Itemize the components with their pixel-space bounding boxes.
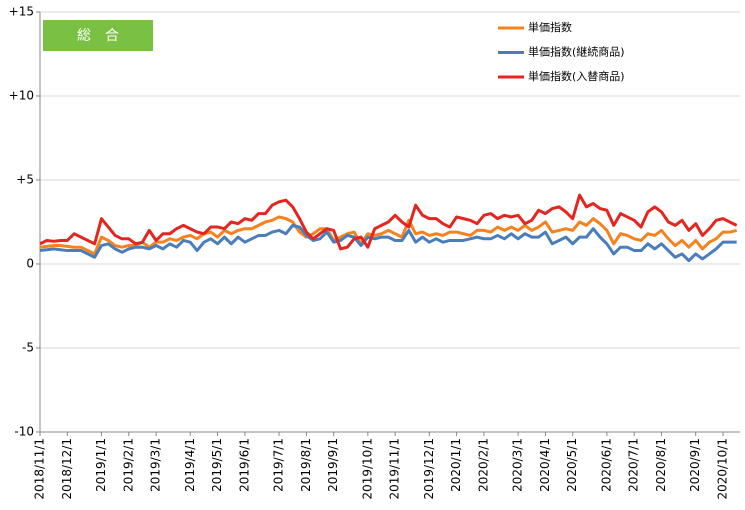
x-tick-label: 2020/4/1 <box>538 438 552 492</box>
series-line <box>39 215 738 256</box>
series-line <box>39 223 737 263</box>
x-tick-label: 2020/6/1 <box>599 438 613 492</box>
legend-label: 単価指数 <box>528 20 572 34</box>
x-tick-label: 2019/9/1 <box>326 438 340 492</box>
x-tick-label: 2018/12/1 <box>60 438 74 500</box>
x-tick-label: 2018/11/1 <box>33 438 47 500</box>
x-tick-label: 2019/7/1 <box>272 438 286 492</box>
y-tick-label: +10 <box>9 89 34 103</box>
x-tick-label: 2019/2/1 <box>121 438 135 492</box>
x-tick-label: 2019/10/1 <box>360 438 374 500</box>
chart-title: 総 合 <box>77 28 119 44</box>
x-tick-label: 2019/1/1 <box>94 438 108 492</box>
x-tick-label: 2019/4/1 <box>183 438 197 492</box>
title-box <box>43 20 153 51</box>
x-tick-label: 2020/7/1 <box>627 438 641 492</box>
x-tick-label: 2020/1/1 <box>449 438 463 492</box>
y-tick-label: -5 <box>22 341 34 355</box>
series-line <box>39 193 738 251</box>
x-tick-label: 2020/3/1 <box>511 438 525 492</box>
x-tick-label: 2019/11/1 <box>388 438 402 500</box>
x-tick-label: 2019/8/1 <box>299 438 313 492</box>
legend-label: 単価指数(入替商品) <box>528 69 625 83</box>
x-tick-label: 2019/6/1 <box>237 438 251 492</box>
x-tick-label: 2020/5/1 <box>565 438 579 492</box>
x-tick-label: 2020/8/1 <box>654 438 668 492</box>
x-tick-label: 2020/10/1 <box>716 438 730 500</box>
y-tick-label: +5 <box>16 173 34 187</box>
x-tick-label: 2019/3/1 <box>149 438 163 492</box>
x-tick-label: 2020/2/1 <box>476 438 490 492</box>
y-tick-label: 0 <box>26 257 34 271</box>
y-tick-label: -10 <box>14 425 34 439</box>
x-tick-label: 2019/5/1 <box>210 438 224 492</box>
x-tick-label: 2020/9/1 <box>688 438 702 492</box>
legend-label: 単価指数(継続商品) <box>528 45 625 59</box>
y-tick-label: +15 <box>9 5 34 19</box>
x-tick-label: 2019/12/1 <box>422 438 436 500</box>
